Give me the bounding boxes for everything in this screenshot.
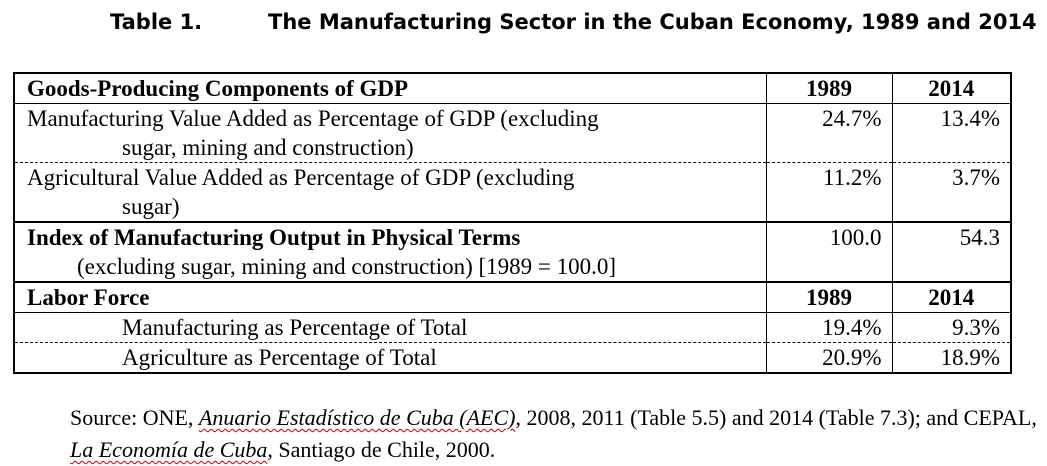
table-row: Manufacturing Value Added as Percentage …: [13, 103, 1012, 163]
value-1989: 24.7%: [765, 103, 893, 163]
source-note: Source: ONE, Anuario Estadístico de Cuba…: [70, 402, 1040, 466]
value-2014: 18.9%: [891, 342, 1012, 373]
source-middle: , 2008, 2011 (Table 5.5) and 2014 (Table…: [515, 405, 1037, 430]
index-label: Index of Manufacturing Output in Physica…: [13, 221, 767, 282]
row-label: Manufacturing as Percentage of Total: [13, 312, 767, 343]
row-label: Agriculture as Percentage of Total: [13, 342, 767, 373]
gdp-col-2014: 2014: [891, 73, 1012, 104]
gdp-header-row: Goods-Producing Components of GDP 1989 2…: [13, 73, 1012, 104]
index-label-line2: (excluding sugar, mining and constructio…: [77, 254, 617, 279]
row-label-line2: sugar): [122, 194, 180, 219]
index-row: Index of Manufacturing Output in Physica…: [13, 221, 1012, 282]
table-row: Agricultural Value Added as Percentage o…: [13, 162, 1012, 222]
table-title: The Manufacturing Sector in the Cuban Ec…: [268, 10, 1037, 34]
table-caption: Table 1. The Manufacturing Sector in the…: [0, 6, 1047, 40]
index-label-line1: Index of Manufacturing Output in Physica…: [27, 225, 521, 250]
labor-header-row: Labor Force 1989 2014: [13, 281, 1012, 313]
gdp-section-header: Goods-Producing Components of GDP: [13, 73, 767, 104]
labor-section-header: Labor Force: [13, 281, 767, 313]
value-1989: 11.2%: [765, 162, 893, 222]
source-aec-title: Anuario Estadístico de Cuba (AEC): [198, 405, 516, 430]
labor-row-label: Manufacturing as Percentage of Total: [122, 315, 468, 340]
value-1989: 20.9%: [765, 342, 893, 373]
table-row: Manufacturing as Percentage of Total 19.…: [13, 312, 1012, 343]
index-1989: 100.0: [765, 221, 893, 282]
source-suffix: , Santiago de Chile, 2000.: [267, 437, 496, 462]
value-2014: 13.4%: [891, 103, 1012, 163]
row-label: Agricultural Value Added as Percentage o…: [13, 162, 767, 222]
row-label: Manufacturing Value Added as Percentage …: [13, 103, 767, 163]
data-table: Goods-Producing Components of GDP 1989 2…: [13, 72, 1012, 374]
labor-col-2014: 2014: [891, 281, 1012, 313]
table-row: Agriculture as Percentage of Total 20.9%…: [13, 342, 1012, 373]
value-2014: 3.7%: [891, 162, 1012, 222]
table-number: Table 1.: [110, 10, 203, 34]
source-prefix: Source: ONE,: [70, 405, 199, 430]
labor-row-label: Agriculture as Percentage of Total: [122, 345, 437, 370]
value-1989: 19.4%: [765, 312, 893, 343]
index-2014: 54.3: [891, 221, 1012, 282]
value-2014: 9.3%: [891, 312, 1012, 343]
row-label-line1: Agricultural Value Added as Percentage o…: [27, 165, 575, 190]
source-cepal-title: La Economía de Cuba: [70, 437, 268, 462]
labor-col-1989: 1989: [765, 281, 893, 313]
row-label-line1: Manufacturing Value Added as Percentage …: [27, 106, 599, 131]
gdp-col-1989: 1989: [765, 73, 893, 104]
row-label-line2: sugar, mining and construction): [122, 135, 414, 160]
